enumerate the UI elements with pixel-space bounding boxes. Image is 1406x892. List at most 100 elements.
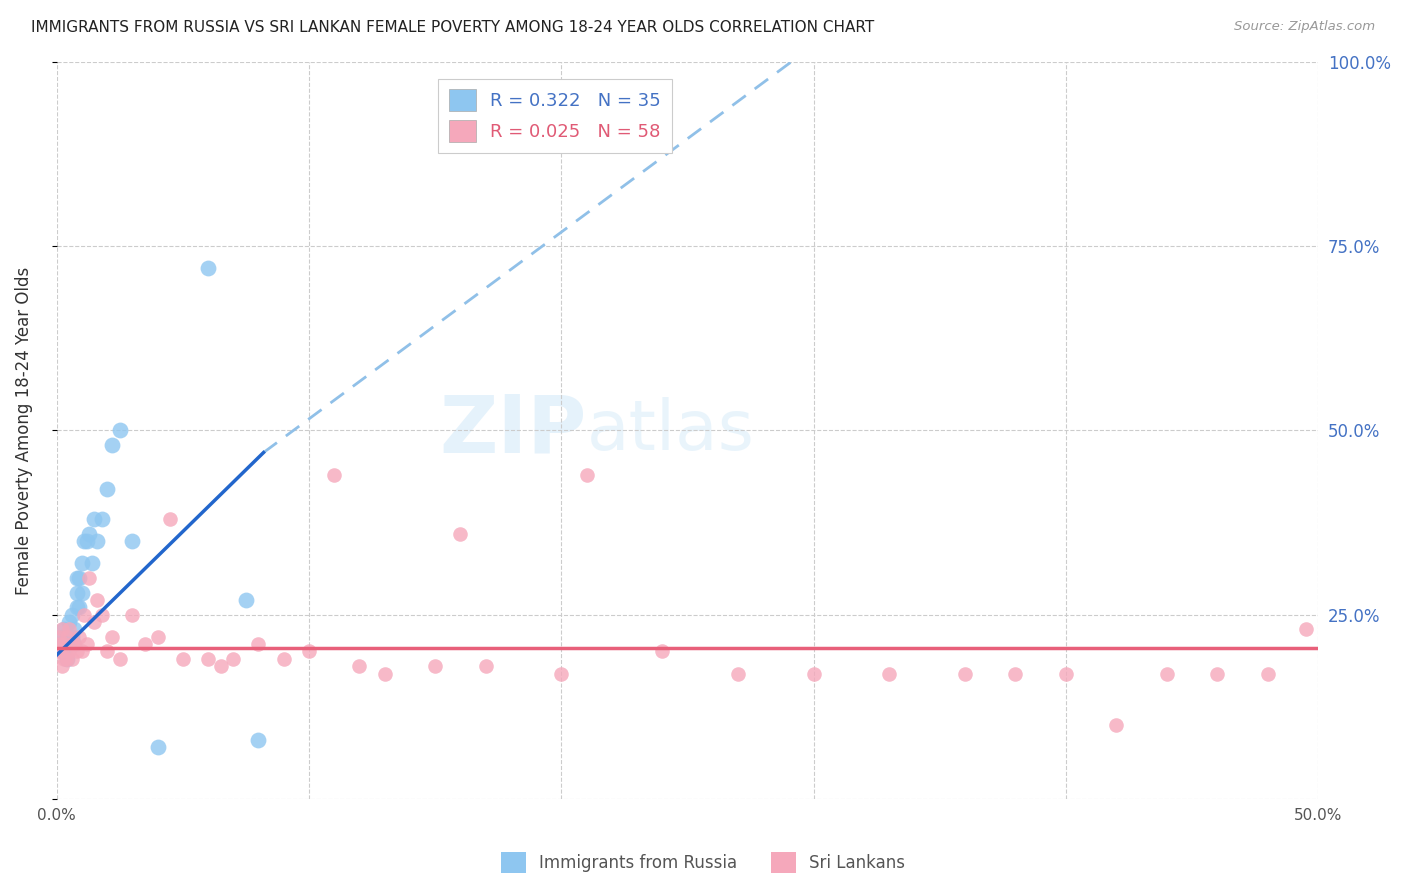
Point [197, 261, 219, 276]
Point [73, 607, 96, 622]
Point [58, 644, 80, 658]
Point [48, 644, 70, 658]
Point [879, 666, 901, 681]
Point [53, 652, 76, 666]
Point [48, 630, 70, 644]
Point [51, 623, 73, 637]
Point [67, 630, 90, 644]
Point [83, 615, 105, 629]
Text: ZIP: ZIP [439, 392, 586, 469]
Point [159, 512, 181, 526]
Point [60, 630, 83, 644]
Point [349, 659, 371, 673]
Point [51, 644, 73, 658]
Point [60, 607, 83, 622]
Point [374, 666, 396, 681]
Point [1295, 623, 1317, 637]
Point [1257, 666, 1279, 681]
Point [70, 585, 93, 599]
Point [96, 483, 118, 497]
Point [70, 556, 93, 570]
Point [60, 652, 83, 666]
Point [146, 740, 169, 755]
Point [55, 630, 77, 644]
Point [53, 644, 76, 658]
Point [55, 630, 77, 644]
Point [1054, 666, 1077, 681]
Point [86, 533, 108, 548]
Point [101, 438, 124, 452]
Point [79, 526, 101, 541]
Point [55, 652, 77, 666]
Point [66, 585, 89, 599]
Point [76, 637, 98, 651]
Point [323, 467, 346, 482]
Legend: Immigrants from Russia, Sri Lankans: Immigrants from Russia, Sri Lankans [495, 846, 911, 880]
Y-axis label: Female Poverty Among 18-24 Year Olds: Female Poverty Among 18-24 Year Olds [15, 267, 32, 595]
Point [172, 652, 194, 666]
Point [423, 659, 446, 673]
Point [1105, 718, 1128, 732]
Point [108, 424, 131, 438]
Point [67, 600, 90, 615]
Text: IMMIGRANTS FROM RUSSIA VS SRI LANKAN FEMALE POVERTY AMONG 18-24 YEAR OLDS CORREL: IMMIGRANTS FROM RUSSIA VS SRI LANKAN FEM… [31, 20, 875, 35]
Point [550, 666, 572, 681]
Point [298, 644, 321, 658]
Point [449, 526, 471, 541]
Point [58, 637, 80, 651]
Point [80, 556, 103, 570]
Point [79, 571, 101, 585]
Point [222, 652, 245, 666]
Point [146, 630, 169, 644]
Point [86, 593, 108, 607]
Point [70, 644, 93, 658]
Point [235, 593, 257, 607]
Point [76, 533, 98, 548]
Point [63, 637, 86, 651]
Point [108, 652, 131, 666]
Point [121, 607, 143, 622]
Text: Source: ZipAtlas.com: Source: ZipAtlas.com [1234, 20, 1375, 33]
Point [651, 644, 673, 658]
Point [63, 637, 86, 651]
Point [51, 630, 73, 644]
Point [474, 659, 496, 673]
Point [197, 652, 219, 666]
Point [58, 623, 80, 637]
Point [53, 637, 76, 651]
Point [247, 732, 270, 747]
Point [51, 644, 73, 658]
Point [121, 533, 143, 548]
Point [953, 666, 976, 681]
Point [575, 467, 598, 482]
Point [1004, 666, 1026, 681]
Point [83, 512, 105, 526]
Point [96, 644, 118, 658]
Point [53, 623, 76, 637]
Point [101, 630, 124, 644]
Point [91, 607, 114, 622]
Point [66, 600, 89, 615]
Point [48, 637, 70, 651]
Point [66, 571, 89, 585]
Point [273, 652, 295, 666]
Point [247, 637, 270, 651]
Point [727, 666, 749, 681]
Point [66, 644, 89, 658]
Point [1156, 666, 1178, 681]
Point [67, 571, 90, 585]
Text: atlas: atlas [586, 397, 755, 464]
Point [51, 659, 73, 673]
Point [63, 623, 86, 637]
Point [73, 533, 96, 548]
Point [58, 615, 80, 629]
Legend: R = 0.322   N = 35, R = 0.025   N = 58: R = 0.322 N = 35, R = 0.025 N = 58 [437, 78, 672, 153]
Point [1206, 666, 1229, 681]
Point [48, 637, 70, 651]
Point [55, 652, 77, 666]
Point [209, 659, 232, 673]
Point [91, 512, 114, 526]
Point [134, 637, 156, 651]
Point [60, 637, 83, 651]
Point [803, 666, 825, 681]
